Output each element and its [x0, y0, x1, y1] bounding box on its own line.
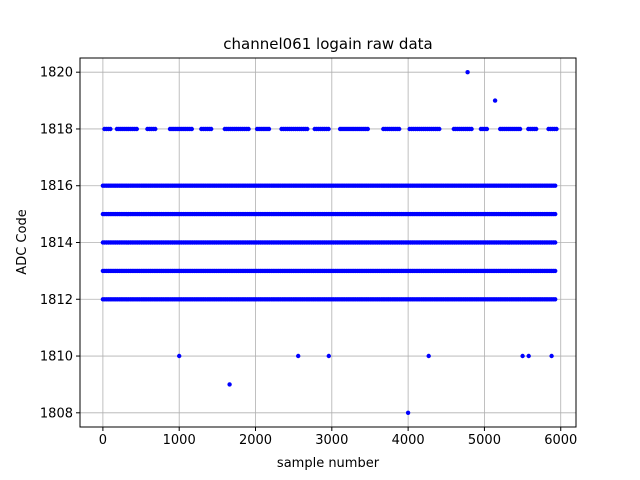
x-tick-label: 6000	[544, 433, 577, 448]
data-point	[553, 240, 558, 245]
x-axis-label: sample number	[277, 456, 380, 471]
data-point	[484, 126, 490, 132]
y-tick-label: 1814	[40, 236, 73, 251]
y-tick-label: 1816	[40, 179, 73, 194]
x-tick-label: 2000	[239, 433, 272, 448]
x-axis-ticks: 0 1000 2000 3000 4000 5000 6000	[99, 427, 577, 448]
data-point	[108, 126, 113, 132]
data-point	[209, 126, 214, 132]
x-tick-label: 5000	[468, 433, 501, 448]
data-point	[526, 353, 531, 359]
data-point	[517, 126, 523, 132]
data-points	[100, 70, 559, 415]
data-point	[296, 353, 301, 359]
data-point	[534, 126, 539, 132]
data-point	[397, 126, 402, 132]
y-tick-label: 1818	[40, 122, 73, 137]
data-point	[549, 353, 554, 359]
data-point	[426, 353, 431, 359]
data-point	[365, 126, 370, 132]
data-point	[305, 126, 310, 132]
y-tick-label: 1808	[40, 406, 73, 421]
data-point	[405, 410, 411, 415]
data-point	[465, 70, 470, 75]
chart-title: channel061 logain raw data	[223, 35, 432, 53]
y-tick-label: 1820	[40, 66, 73, 81]
data-point	[177, 353, 182, 359]
y-tick-label: 1812	[40, 293, 73, 308]
data-point	[227, 382, 232, 387]
data-point	[553, 183, 558, 188]
data-point	[153, 126, 158, 132]
data-point	[326, 126, 331, 132]
data-point	[520, 353, 525, 359]
data-point	[326, 353, 331, 359]
data-point	[266, 126, 272, 132]
data-point	[553, 211, 558, 217]
data-point	[492, 98, 498, 103]
x-tick-label: 3000	[315, 433, 348, 448]
x-tick-label: 4000	[392, 433, 425, 448]
data-point	[189, 126, 194, 132]
x-tick-label: 1000	[163, 433, 196, 448]
data-point	[246, 126, 251, 132]
data-point	[469, 126, 474, 132]
y-axis-label: ADC Code	[15, 209, 30, 274]
data-point	[437, 126, 442, 132]
y-tick-label: 1810	[40, 350, 73, 365]
data-point	[553, 268, 558, 274]
data-point	[554, 126, 559, 132]
x-tick-label: 0	[99, 433, 107, 448]
data-point	[553, 297, 558, 302]
y-axis-ticks: 1808 1810 1812 1814 1816 1818 1820	[40, 66, 80, 421]
data-point	[134, 126, 139, 132]
